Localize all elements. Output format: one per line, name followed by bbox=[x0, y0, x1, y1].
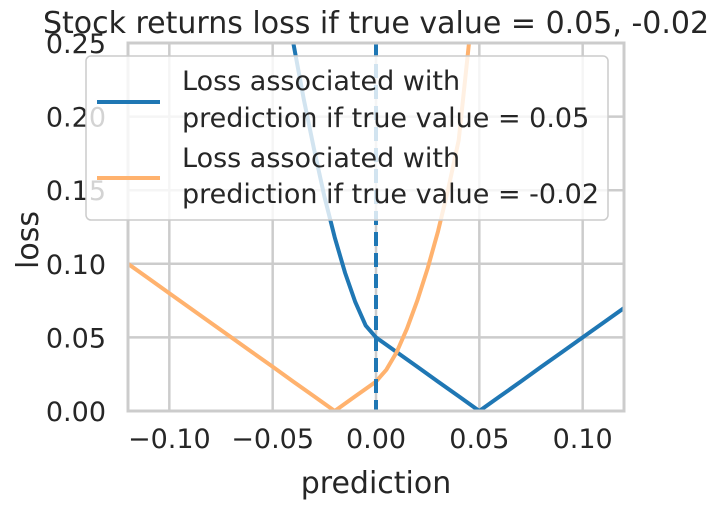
y-tick-label: 0.00 bbox=[46, 397, 106, 428]
x-tick-label: 0.05 bbox=[449, 424, 509, 455]
plot-border bbox=[126, 41, 626, 413]
y-tick-label: 0.25 bbox=[46, 29, 106, 60]
x-tick-label: 0.00 bbox=[346, 424, 406, 455]
legend-box bbox=[85, 55, 609, 221]
y-axis-label: loss bbox=[11, 211, 46, 269]
x-axis-label: prediction bbox=[301, 466, 452, 501]
x-tick-label: 0.10 bbox=[553, 424, 613, 455]
y-tick-label: 0.05 bbox=[46, 323, 106, 354]
tick-labels: −0.10 −0.05 0.00 0.05 0.100.000.050.100.150.… bbox=[46, 29, 613, 455]
y-tick-label: 0.10 bbox=[46, 250, 106, 281]
legend: Loss associated with prediction if true … bbox=[85, 55, 609, 221]
legend-label-series-1: Loss associated with prediction if true … bbox=[182, 66, 589, 134]
chart-title: Stock returns loss if true value = 0.05,… bbox=[43, 6, 707, 41]
axes-frame bbox=[126, 41, 626, 413]
x-tick-label: −0.10 bbox=[128, 424, 211, 455]
series-line-2 bbox=[128, 43, 471, 411]
legend-label-series-2: Loss associated with prediction if true … bbox=[182, 143, 599, 210]
x-tick-label: −0.05 bbox=[231, 424, 314, 455]
